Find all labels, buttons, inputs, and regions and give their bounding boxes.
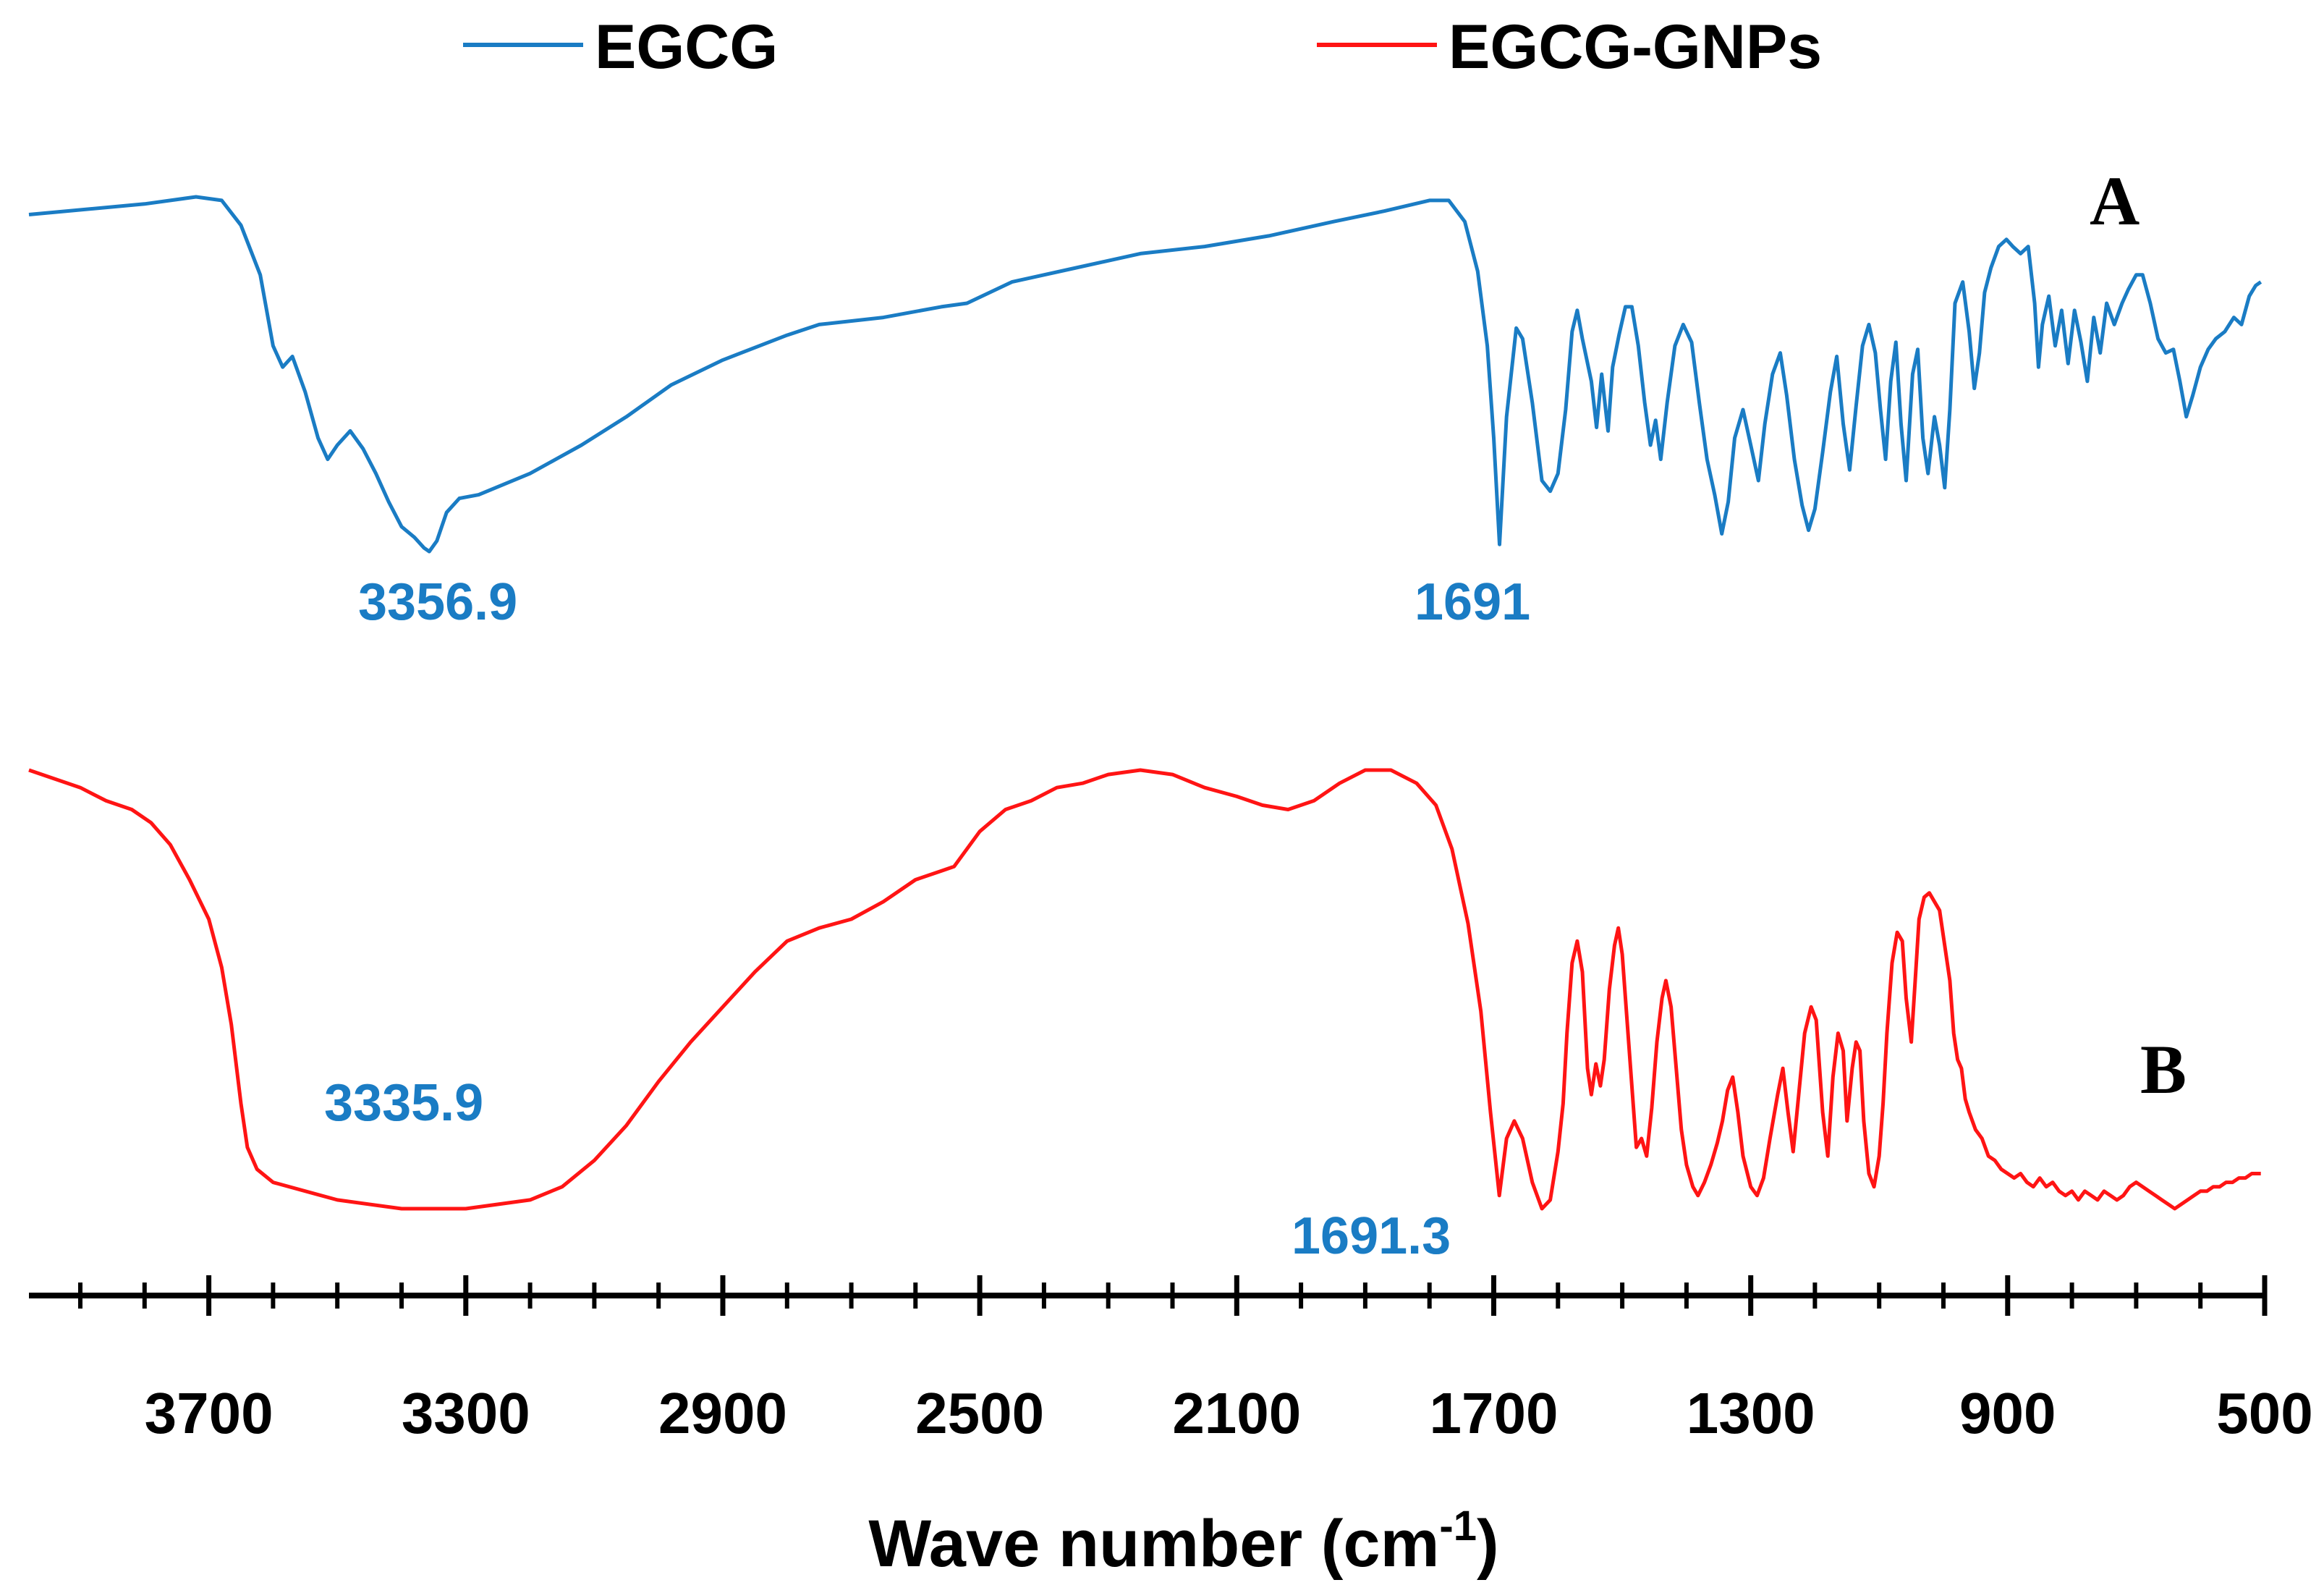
x-tick-label: 500 [2216, 1381, 2312, 1445]
x-axis-title-superscript: -1 [1439, 1503, 1477, 1550]
legend-label-egcg-gnps: EGCG-GNPs [1449, 12, 1822, 82]
x-tick-label: 3700 [145, 1381, 273, 1445]
x-axis: 3700 3300 2900 2500 2100 1700 1300 900 500 [29, 1275, 2313, 1445]
legend-label-egcg: EGCG [595, 12, 778, 82]
x-axis-title-main: Wave number (cm [868, 1507, 1439, 1581]
x-tick-label: 2900 [658, 1381, 787, 1445]
peak-label-1691: 1691 [1415, 573, 1530, 631]
series-line-egcg [28, 195, 2262, 554]
peak-label-3335-9: 3335.9 [324, 1074, 483, 1132]
x-axis-title-suffix: ) [1477, 1507, 1499, 1581]
x-tick-label: 2100 [1172, 1381, 1301, 1445]
x-tick-label: 900 [1959, 1381, 2056, 1445]
x-tick-label: 1700 [1430, 1381, 1558, 1445]
x-tick-label: 2500 [915, 1381, 1044, 1445]
x-axis-title: Wave number (cm-1) [868, 1503, 1498, 1581]
panel-label-b: B [2140, 1031, 2187, 1108]
series-line-egcg-gnps [28, 768, 2261, 1211]
panel-label-a: A [2090, 162, 2139, 240]
x-tick-label: 3300 [402, 1381, 530, 1445]
x-tick-label: 1300 [1687, 1381, 1815, 1445]
legend: EGCG EGCG-GNPs [463, 12, 1822, 82]
peak-label-3356-9: 3356.9 [358, 573, 517, 631]
peak-label-1691-3: 1691.3 [1292, 1207, 1451, 1265]
